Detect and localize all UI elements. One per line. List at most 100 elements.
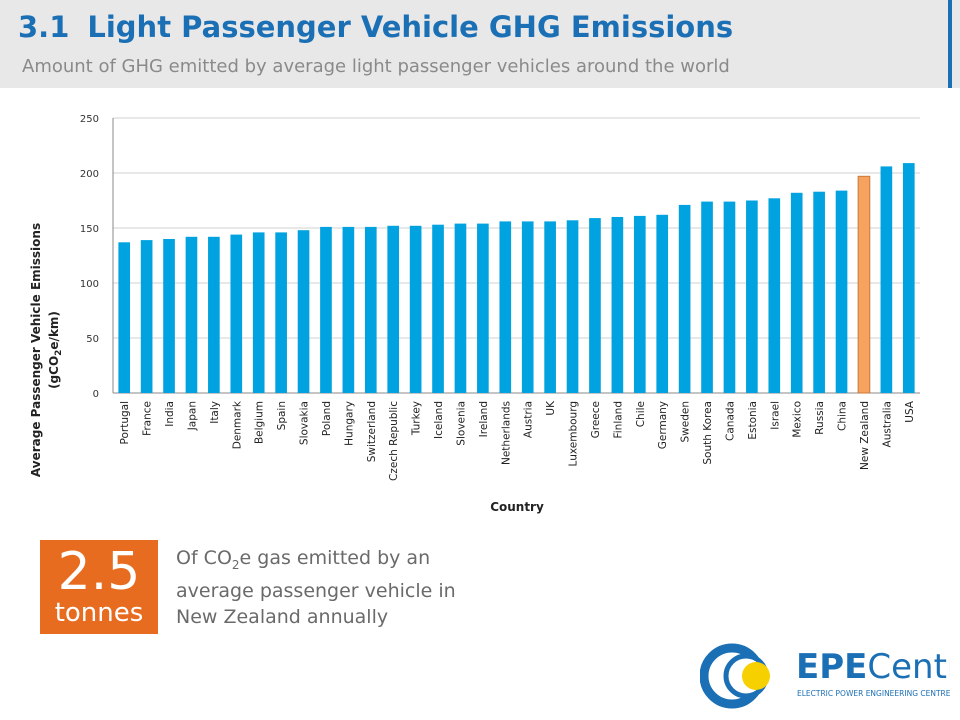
page-title: 3.1 Light Passenger Vehicle GHG Emissions <box>18 10 733 44</box>
x-tick-label: Japan <box>186 401 198 431</box>
callout-text-after: e gas emitted by an average passenger ve… <box>176 547 456 628</box>
emissions-bar-chart: 0 50 100 150 200 250 Portugal France India Japan… <box>29 114 920 514</box>
callout-value: 2.5 <box>57 542 141 602</box>
bar-finland <box>611 217 624 393</box>
bar-chile <box>633 215 646 393</box>
bar-belgium <box>252 232 265 393</box>
bar-poland <box>320 226 332 393</box>
epe-centre-logo: EPECentre ELECTRIC POWER ENGINEERING CEN… <box>700 643 950 709</box>
bar-slovenia <box>454 223 467 393</box>
x-tick-label: Spain <box>276 401 288 430</box>
x-tick-label: Austria <box>523 401 535 438</box>
y-tick-label: 250 <box>80 114 99 125</box>
bar-russia <box>813 191 825 393</box>
bar-china <box>835 190 848 393</box>
x-tick-label: Iceland <box>433 401 445 439</box>
x-tick-label: Poland <box>321 401 333 436</box>
bar-south-korea <box>701 201 713 393</box>
logo-sun <box>742 662 770 690</box>
bar-uk <box>544 221 556 393</box>
y-tick-label: 50 <box>86 334 99 345</box>
bar-ireland <box>477 223 489 393</box>
x-tick-label: Luxembourg <box>568 401 580 466</box>
bar-germany <box>656 214 669 393</box>
bar-mexico <box>790 192 803 393</box>
x-tick-label: Australia <box>881 401 893 447</box>
y-axis-unit-label: (gCO2e/km) <box>47 311 64 389</box>
header-accent-bar <box>948 0 952 88</box>
x-tick-label: Canada <box>724 401 736 441</box>
bar-israel <box>768 198 781 393</box>
x-tick-label: India <box>164 401 176 427</box>
x-tick-label: Greece <box>590 401 602 438</box>
bar-japan <box>185 236 198 393</box>
y-tick-label: 200 <box>80 169 99 180</box>
bars <box>118 163 915 394</box>
bar-netherlands <box>499 221 512 393</box>
x-axis-label: Country <box>490 500 544 514</box>
x-tick-label: Estonia <box>747 401 759 440</box>
y-tick-label: 0 <box>93 389 99 400</box>
x-tick-label: Sweden <box>680 401 692 443</box>
bar-portugal <box>118 242 131 393</box>
x-tick-label: UK <box>545 400 557 416</box>
bar-slovakia <box>297 230 310 393</box>
page-subtitle: Amount of GHG emitted by average light p… <box>22 56 730 77</box>
bar-france <box>140 240 153 393</box>
bar-canada <box>723 201 736 393</box>
x-tick-label: Netherlands <box>500 401 512 465</box>
y-unit-subscript: 2 <box>54 350 64 356</box>
title-text: Light Passenger Vehicle GHG Emissions <box>87 10 734 44</box>
x-tick-label: Russia <box>814 401 826 435</box>
x-tick-label: Israel <box>769 401 781 430</box>
y-axis-label: Average Passenger Vehicle Emissions <box>29 223 43 477</box>
logo-brand-epe: EPE <box>796 647 867 687</box>
y-tick-labels: 0 50 100 150 200 250 <box>80 114 99 400</box>
x-tick-label: USA <box>904 400 916 423</box>
bar-greece <box>589 218 601 393</box>
bar-usa <box>902 163 915 393</box>
x-tick-label: Belgium <box>254 401 266 444</box>
callout-text-subscript: 2 <box>231 557 240 572</box>
x-tick-label: Portugal <box>119 401 131 445</box>
x-tick-label: Italy <box>209 401 221 424</box>
grid-lines <box>112 117 920 394</box>
y-axis-label-main: Average Passenger Vehicle Emissions <box>29 223 43 477</box>
x-tick-label: Chile <box>635 401 647 427</box>
bar-switzerland <box>364 226 377 393</box>
bar-austria <box>521 221 534 393</box>
x-tick-label: Germany <box>657 401 669 449</box>
callout-description: Of CO2e gas emitted by an average passen… <box>176 545 476 630</box>
x-tick-label: Hungary <box>343 401 355 446</box>
y-tick-label: 150 <box>80 224 99 235</box>
x-tick-label: Ireland <box>478 401 490 437</box>
y-unit-prefix: (gCO <box>47 356 61 389</box>
logo-brand: EPECentre <box>796 647 950 687</box>
logo-tagline: ELECTRIC POWER ENGINEERING CENTRE <box>797 689 950 698</box>
bar-india <box>163 239 175 393</box>
x-tick-label: New Zealand <box>859 401 871 470</box>
x-tick-label: Czech Republic <box>388 401 400 481</box>
bar-sweden <box>678 204 691 393</box>
x-tick-label: South Korea <box>702 401 714 465</box>
bar-denmark <box>230 234 243 393</box>
x-tick-label: Mexico <box>792 401 804 438</box>
x-tick-labels: Portugal France India Japan Italy Denmark Belg… <box>119 400 916 481</box>
x-tick-label: Slovakia <box>299 401 311 445</box>
x-tick-label: France <box>142 401 154 436</box>
bar-iceland <box>432 224 444 393</box>
bar-hungary <box>342 226 355 393</box>
x-tick-label: Slovenia <box>455 401 467 446</box>
logo-brand-centre: Centre <box>867 647 950 687</box>
callout-badge: 2.5 tonnes <box>40 540 158 634</box>
callout-text-before: Of CO <box>176 547 232 569</box>
section-number: 3.1 <box>18 10 70 44</box>
bar-estonia <box>746 200 758 393</box>
bar-czech-republic <box>387 225 400 393</box>
bar-italy <box>208 236 220 393</box>
bar-luxembourg <box>566 220 579 393</box>
x-tick-label: Switzerland <box>366 401 378 462</box>
callout-unit: tonnes <box>54 598 144 628</box>
x-tick-label: Finland <box>612 401 624 439</box>
bar-new-zealand <box>857 175 871 394</box>
